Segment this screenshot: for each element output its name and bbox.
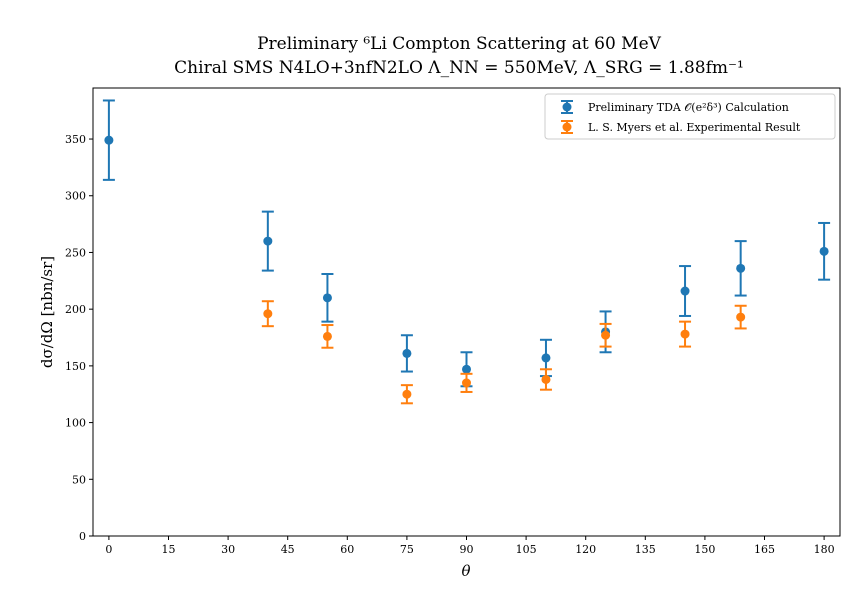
point-calculation: [680, 286, 690, 296]
legend-marker-calculation: [562, 102, 572, 112]
y-tick-label: 0: [79, 530, 86, 543]
legend-label-calculation: Preliminary TDA 𝒪(e²δ³) Calculation: [588, 101, 789, 114]
x-tick-label: 45: [281, 543, 295, 556]
x-tick-label: 60: [340, 543, 354, 556]
x-tick-label: 150: [694, 543, 715, 556]
point-calculation: [402, 348, 412, 358]
point-calculation: [819, 246, 829, 256]
x-tick-label: 0: [105, 543, 112, 556]
legend-box: [544, 93, 836, 140]
chart-title: Preliminary ⁶Li Compton Scattering at 60…: [257, 34, 662, 54]
y-tick-label: 50: [72, 473, 86, 486]
y-axis: 0 50 100 150 200 250 300 350: [65, 133, 93, 543]
y-tick-label: 250: [65, 246, 86, 259]
y-tick-label: 200: [65, 303, 86, 316]
point-calculation: [541, 353, 551, 363]
x-tick-label: 180: [814, 543, 835, 556]
x-tick-label: 15: [161, 543, 175, 556]
legend-marker-experiment: [562, 122, 572, 132]
legend: Preliminary TDA 𝒪(e²δ³) Calculation L. S…: [544, 93, 836, 140]
x-axis: 0 15 30 45 60 75 90 105 120 135 150 165 180: [105, 536, 835, 556]
y-tick-label: 150: [65, 360, 86, 373]
data-marks: [102, 99, 831, 405]
x-tick-label: 135: [635, 543, 656, 556]
point-experiment: [263, 309, 273, 319]
y-tick-label: 300: [65, 190, 86, 203]
point-calculation: [263, 236, 273, 246]
point-experiment: [601, 330, 611, 340]
x-tick-label: 30: [221, 543, 235, 556]
point-experiment: [541, 374, 551, 384]
point-calculation: [322, 293, 332, 303]
legend-label-experiment: L. S. Myers et al. Experimental Result: [588, 121, 801, 134]
x-axis-label: θ: [461, 562, 470, 580]
x-tick-label: 120: [575, 543, 596, 556]
point-experiment: [462, 378, 471, 388]
point-calculation: [462, 364, 471, 374]
x-tick-label: 165: [754, 543, 775, 556]
plot-area: [92, 87, 841, 537]
y-tick-label: 100: [65, 417, 86, 430]
x-tick-label: 105: [516, 543, 537, 556]
y-tick-label: 350: [65, 133, 86, 146]
x-tick-label: 90: [460, 543, 474, 556]
point-calculation: [736, 263, 746, 273]
point-experiment: [736, 312, 746, 322]
point-experiment: [322, 331, 332, 341]
chart-subtitle: Chiral SMS N4LO+3nfN2LO Λ_NN = 550MeV, Λ…: [174, 58, 744, 78]
point-experiment: [402, 389, 412, 399]
point-calculation: [104, 135, 114, 145]
point-experiment: [680, 329, 690, 339]
y-axis-label: dσ/dΩ [nbn/sr]: [38, 256, 56, 368]
x-tick-label: 75: [400, 543, 414, 556]
